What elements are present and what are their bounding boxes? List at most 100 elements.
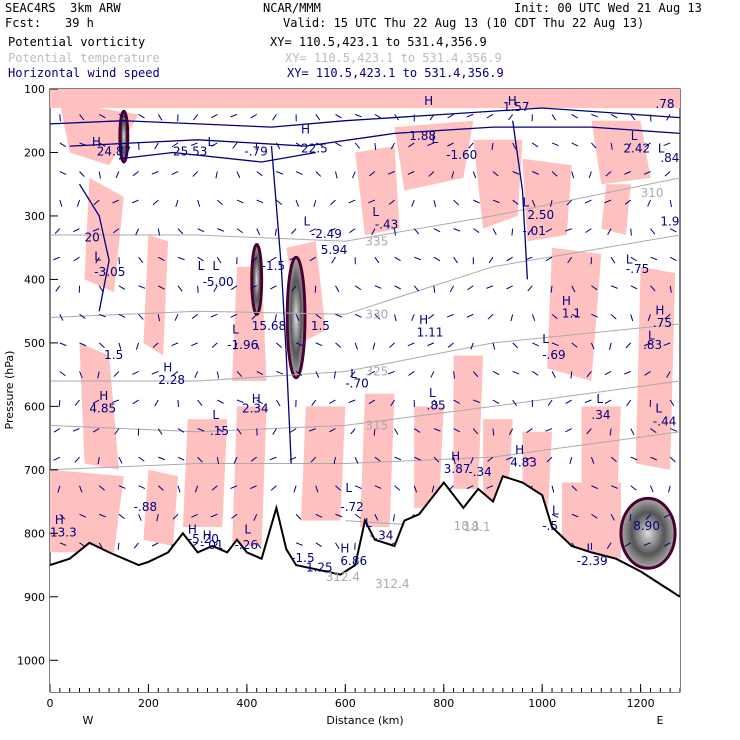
- wind-vector: [449, 285, 455, 293]
- wind-vector: [315, 513, 323, 518]
- wind-vector: [590, 456, 595, 464]
- wind-vector: [565, 428, 572, 433]
- contour-label: L: [372, 205, 379, 219]
- wind-vector: [669, 399, 675, 407]
- wind-vector: [624, 370, 631, 375]
- contour-label: H: [92, 135, 101, 149]
- wind-vector: [216, 371, 220, 379]
- wind-vector: [289, 428, 297, 433]
- contour-label: -1.5: [262, 259, 285, 273]
- contour-label: 2.34: [242, 402, 269, 416]
- pv-region-11: [601, 184, 631, 235]
- wind-vector: [650, 456, 658, 461]
- wind-vector: [314, 285, 317, 293]
- wind-vector: [217, 228, 225, 232]
- wind-vector: [276, 370, 284, 375]
- wind-vector: [177, 256, 185, 261]
- contour-label: 20: [84, 230, 99, 244]
- wind-vector: [253, 514, 258, 521]
- theta-label: 312.4: [375, 577, 409, 591]
- wind-vector: [392, 514, 396, 522]
- wind-vector: [232, 142, 238, 149]
- wind-vector: [647, 314, 651, 322]
- wind-vector: [59, 542, 67, 546]
- wind-vector: [394, 256, 401, 262]
- wind-vector: [551, 114, 557, 121]
- wind-vector: [491, 142, 494, 150]
- wind-vector: [191, 313, 198, 319]
- contour-label: 6.86: [340, 554, 367, 568]
- wind-vector: [230, 485, 238, 489]
- wind-vector: [650, 228, 656, 235]
- wind-vector: [586, 371, 592, 378]
- wind-vector: [98, 142, 106, 147]
- wind-vector: [118, 113, 126, 118]
- wind-vector: [451, 171, 455, 179]
- wind-vector: [118, 342, 122, 350]
- wind-vector: [446, 313, 454, 318]
- contour-label: -.75: [626, 262, 649, 276]
- wind-vector: [624, 171, 631, 175]
- pv-region-10: [591, 120, 651, 185]
- wind-vector: [630, 428, 635, 436]
- wind-vector: [604, 371, 612, 376]
- pv-maximum-0: [285, 255, 307, 380]
- valid-label: Valid: 15 UTC Thu 22 Aug 13 (10 CDT Thu …: [283, 16, 645, 30]
- pv-region-2: [79, 342, 119, 470]
- wind-vector: [256, 399, 263, 405]
- wind-vector: [315, 542, 322, 547]
- wind-vector: [152, 199, 159, 206]
- wind-vector: [472, 428, 479, 435]
- wind-vector: [527, 285, 533, 292]
- contour-label: L: [94, 249, 101, 263]
- wind-vector: [354, 342, 358, 350]
- contour-label: H: [508, 94, 517, 108]
- wind-vector: [669, 199, 673, 208]
- wind-vector: [394, 485, 401, 491]
- wind-vector: [413, 485, 418, 493]
- contour-label: 310: [641, 186, 664, 200]
- wind-vector: [571, 485, 578, 491]
- wind-vector: [295, 199, 299, 207]
- y-tick-label: 900: [24, 591, 45, 604]
- wind-vector: [394, 314, 397, 322]
- wind-vector: [191, 513, 198, 518]
- wind-vector: [488, 256, 494, 264]
- wind-vector: [250, 456, 258, 462]
- wind-vector: [532, 342, 539, 347]
- pv-region-3: [143, 235, 169, 356]
- wind-vector: [643, 542, 651, 546]
- contour-label: L: [244, 522, 251, 536]
- wind-vector: [194, 371, 199, 379]
- wind-vector: [453, 228, 461, 232]
- wind-vector: [624, 542, 632, 547]
- wind-contour-4: [270, 146, 292, 464]
- wind-vector: [59, 513, 66, 520]
- wind-vector: [348, 199, 356, 204]
- wind-vector: [99, 513, 106, 518]
- wind-contour-2: [78, 183, 110, 312]
- theta-contour-3: [50, 380, 680, 433]
- wind-vector: [466, 113, 474, 118]
- contour-label: L: [429, 386, 436, 400]
- contour-label: L: [648, 329, 655, 343]
- wind-vector: [269, 456, 277, 461]
- wind-vector: [508, 114, 514, 121]
- wind-vector: [295, 142, 303, 148]
- wind-vector: [470, 456, 474, 464]
- wind-vector: [272, 428, 277, 435]
- wind-vector: [335, 142, 342, 147]
- wind-vector: [551, 513, 559, 518]
- wind-vector: [135, 228, 140, 236]
- contour-label: L: [212, 408, 219, 422]
- contour-label: H: [655, 303, 664, 317]
- wind-vector: [571, 285, 576, 293]
- wind-vector: [644, 142, 651, 148]
- pv-region-21: [414, 406, 444, 508]
- wind-vector: [607, 228, 612, 235]
- wind-vector: [138, 456, 145, 462]
- contour-label: -.01: [523, 224, 546, 238]
- contour-label: H: [301, 122, 310, 136]
- wind-vector: [233, 456, 238, 464]
- contour-label: L: [523, 195, 530, 209]
